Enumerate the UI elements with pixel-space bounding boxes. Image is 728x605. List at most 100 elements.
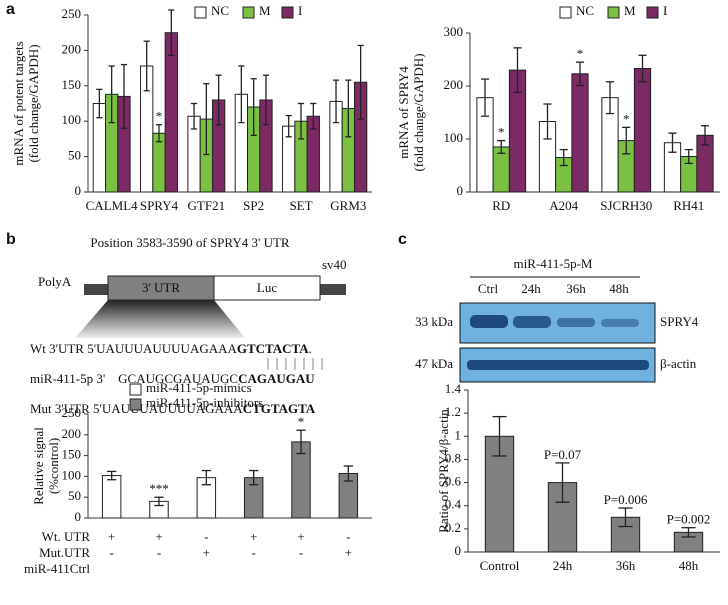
y-tick-label: 0.4 (445, 497, 462, 512)
seq-site: CTGTAGTA (243, 401, 316, 416)
y-tick-label: 100 (62, 112, 82, 127)
y-tick-label: 1 (455, 427, 462, 442)
x-tick-label: CALML4 (86, 198, 139, 213)
annotation: *** (149, 481, 169, 496)
annotation: P=0.002 (667, 512, 711, 527)
row-mark: - (109, 545, 113, 560)
x-tick-label: GTF21 (188, 198, 226, 213)
legend-swatch (646, 6, 659, 19)
row-mark: - (157, 545, 161, 560)
row-mark: + (108, 529, 115, 544)
y-tick-label: 0.6 (445, 474, 462, 489)
legend-swatch (281, 6, 294, 19)
legend-label: NC (576, 3, 594, 18)
y-tick-label: 100 (62, 467, 82, 482)
y-tick-label: 0.2 (445, 520, 461, 535)
y-tick-label: 200 (62, 426, 82, 441)
row-mark: - (251, 545, 255, 560)
row-label: Mut.UTR (39, 545, 90, 560)
bar (633, 68, 652, 193)
bar (484, 435, 515, 553)
y-tick-label: 1.2 (445, 404, 461, 419)
y-tick-label: 100 (444, 130, 464, 145)
y-tick-label: 50 (68, 148, 81, 163)
bands (467, 315, 649, 370)
legend-label: miR-411-5p-inhibitors (146, 395, 263, 410)
panel-label: c (398, 231, 407, 248)
lane-label: 24h (521, 281, 541, 296)
vector-end (318, 284, 346, 295)
row-mark: - (299, 545, 303, 560)
x-tick-label: A204 (549, 198, 578, 213)
row-mark: + (345, 545, 352, 560)
sv40-label: sv40 (322, 257, 347, 272)
legend-label: M (259, 3, 271, 18)
bar (610, 516, 641, 553)
panel-label: b (6, 231, 16, 248)
protein-label: β-actin (660, 356, 697, 371)
annotation: * (623, 111, 630, 126)
seq-plain: Wt 3'UTR 5'UAUUUAUUUUAGAAA (30, 341, 238, 356)
row-label: Wt. UTR (42, 529, 91, 544)
y-tick-label: 150 (62, 77, 82, 92)
annotation: * (298, 414, 305, 429)
row-label: miR-411Ctrl (24, 561, 90, 576)
legend-label: M (624, 3, 636, 18)
legend-swatch (607, 6, 620, 19)
utr-label: 3' UTR (142, 280, 180, 295)
y-tick-label: 150 (62, 447, 82, 462)
x-tick-label: 48h (679, 558, 699, 573)
row-mark: - (204, 529, 208, 544)
y-tick-label: 0 (75, 509, 82, 524)
legend-swatch (129, 383, 142, 396)
y-tick-label: 0.8 (445, 450, 461, 465)
row-mark: - (346, 529, 350, 544)
luc-label: Luc (257, 280, 277, 295)
y-tick-label: 0 (455, 543, 462, 558)
row-mark: + (250, 529, 257, 544)
pairing-lines (267, 358, 323, 370)
legend-label: miR-411-5p-mimics (146, 380, 252, 395)
sequence: miR-411-5p 3' GCAUGCGAUAUGCCAGAUGAU (30, 371, 315, 386)
protein-label: SPRY4 (660, 314, 699, 329)
lane-label: 36h (566, 281, 586, 296)
y-tick-label: 250 (62, 405, 82, 420)
y-tick-label: 200 (62, 41, 82, 56)
utr-box (107, 275, 215, 301)
seq-site: GTCTACTA (237, 341, 309, 356)
seq-end: . (309, 341, 312, 356)
annotation: * (577, 46, 584, 61)
row-mark: + (203, 545, 210, 560)
zoom-wedge (75, 300, 245, 338)
row-mark: + (297, 529, 304, 544)
luc-box (213, 275, 321, 301)
lane-label: Ctrl (478, 281, 499, 296)
sequence: Wt 3'UTR 5'UAUUUAUUUUAGAAAGTCTACTA. (30, 341, 312, 356)
panel-label: a (6, 1, 15, 18)
y-tick-label: 0 (457, 183, 464, 198)
x-tick-label: RD (492, 198, 510, 213)
y-tick-label: 200 (444, 77, 464, 92)
legend-label: I (663, 3, 667, 18)
row-mark: + (155, 529, 162, 544)
size-label: 47 kDa (415, 356, 453, 371)
bar (101, 475, 122, 519)
vector-end (84, 284, 110, 295)
lane-label: 48h (609, 281, 629, 296)
legend-label: I (298, 3, 302, 18)
seq-site: CAGAUGAU (238, 371, 315, 386)
annotation: * (498, 125, 505, 140)
diagram-title: Position 3583-3590 of SPRY4 3' UTR (90, 235, 290, 250)
x-tick-label: Control (480, 558, 520, 573)
y-axis-label: mRNA of potent targets (11, 41, 26, 165)
y-axis-label: Ratio of SPRY4/β-actin (436, 409, 451, 533)
y-axis-label: Relative signal (31, 427, 46, 505)
x-tick-label: GRM3 (330, 198, 366, 213)
y-axis-label: (fold change/GAPDH) (26, 44, 41, 162)
y-axis-label: (fold change/GAPDH) (411, 53, 426, 171)
x-tick-label: RH41 (673, 198, 704, 213)
size-label: 33 kDa (415, 314, 453, 329)
polya-label: PolyA (38, 274, 72, 289)
legend-swatch (194, 6, 207, 19)
x-tick-label: SP2 (243, 198, 264, 213)
